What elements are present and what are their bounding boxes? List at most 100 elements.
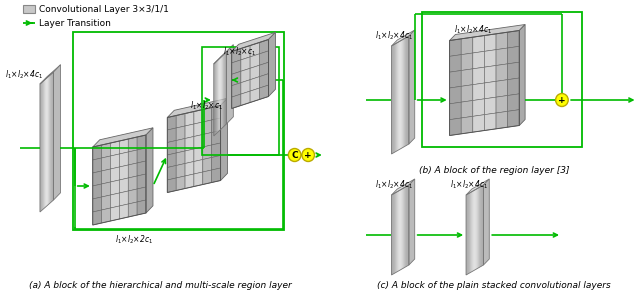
Polygon shape (167, 178, 176, 193)
Polygon shape (250, 77, 259, 91)
Polygon shape (93, 158, 102, 173)
Polygon shape (93, 184, 102, 199)
Polygon shape (232, 94, 241, 108)
Polygon shape (146, 128, 153, 213)
Polygon shape (508, 94, 519, 111)
Text: (b) A block of the region layer [3]: (b) A block of the region layer [3] (419, 166, 570, 175)
Polygon shape (212, 105, 221, 120)
Polygon shape (128, 163, 137, 178)
Polygon shape (120, 139, 128, 154)
Polygon shape (203, 108, 212, 122)
Polygon shape (137, 161, 146, 176)
Polygon shape (250, 88, 259, 103)
Text: $l_1$$\times$$l_2$$\times$$c_1$: $l_1$$\times$$l_2$$\times$$c_1$ (190, 99, 223, 112)
Circle shape (556, 93, 568, 106)
Polygon shape (250, 54, 259, 68)
Polygon shape (93, 135, 146, 225)
Polygon shape (227, 45, 234, 124)
Polygon shape (496, 64, 508, 81)
Polygon shape (203, 145, 212, 159)
Polygon shape (120, 165, 128, 180)
Polygon shape (111, 206, 120, 221)
Polygon shape (102, 195, 111, 210)
Polygon shape (449, 55, 461, 72)
Polygon shape (120, 178, 128, 193)
Polygon shape (473, 83, 484, 100)
Text: $l_1$$\times$$l_2$$\times$4$c_1$: $l_1$$\times$$l_2$$\times$4$c_1$ (375, 30, 413, 42)
Polygon shape (483, 179, 489, 265)
Polygon shape (212, 143, 221, 158)
Polygon shape (473, 51, 484, 69)
Polygon shape (250, 42, 259, 57)
Polygon shape (128, 202, 137, 217)
Polygon shape (111, 154, 120, 169)
Polygon shape (508, 78, 519, 96)
Polygon shape (194, 110, 203, 124)
Polygon shape (484, 50, 496, 67)
Polygon shape (484, 113, 496, 130)
Polygon shape (449, 30, 519, 135)
Polygon shape (484, 97, 496, 115)
Polygon shape (194, 159, 203, 174)
Polygon shape (167, 128, 176, 142)
Polygon shape (259, 62, 269, 77)
Polygon shape (185, 137, 194, 151)
Polygon shape (54, 65, 61, 200)
Polygon shape (40, 65, 61, 84)
Polygon shape (392, 30, 415, 46)
Polygon shape (259, 51, 269, 65)
Bar (22, 5, 35, 13)
Polygon shape (185, 174, 194, 188)
Polygon shape (461, 53, 473, 71)
Polygon shape (449, 118, 461, 135)
Text: +: + (558, 96, 566, 105)
Polygon shape (461, 100, 473, 118)
Polygon shape (496, 111, 508, 129)
Polygon shape (269, 32, 275, 96)
Polygon shape (111, 193, 120, 208)
Polygon shape (93, 128, 153, 147)
Polygon shape (232, 60, 241, 74)
Polygon shape (167, 141, 176, 155)
Text: $l_1$$\times$$l_2$$\times$4$c_1$: $l_1$$\times$$l_2$$\times$4$c_1$ (375, 178, 413, 191)
Polygon shape (214, 45, 234, 64)
Polygon shape (232, 49, 241, 63)
Polygon shape (203, 120, 212, 134)
Polygon shape (93, 171, 102, 186)
Polygon shape (449, 102, 461, 120)
Polygon shape (137, 148, 146, 163)
Polygon shape (449, 86, 461, 104)
Polygon shape (461, 116, 473, 134)
Polygon shape (194, 172, 203, 187)
Polygon shape (203, 158, 212, 172)
Text: Layer Transition: Layer Transition (39, 18, 111, 28)
Circle shape (289, 149, 301, 161)
Polygon shape (508, 46, 519, 64)
Polygon shape (102, 143, 111, 158)
Polygon shape (102, 208, 111, 223)
Polygon shape (508, 110, 519, 127)
Polygon shape (128, 137, 137, 152)
Text: (a) A block of the hierarchical and multi-scale region layer: (a) A block of the hierarchical and mult… (29, 281, 291, 290)
Polygon shape (409, 30, 415, 144)
Text: $l_1$$\times$$l_2$$\times$4$c_1$: $l_1$$\times$$l_2$$\times$4$c_1$ (450, 178, 488, 191)
Text: +: + (305, 151, 312, 160)
Polygon shape (241, 57, 250, 71)
Polygon shape (449, 25, 525, 40)
Polygon shape (259, 40, 269, 54)
Polygon shape (232, 32, 275, 52)
Polygon shape (167, 153, 176, 168)
Polygon shape (102, 182, 111, 197)
Polygon shape (176, 151, 185, 166)
Polygon shape (212, 118, 221, 132)
Polygon shape (111, 167, 120, 182)
Polygon shape (185, 112, 194, 126)
Polygon shape (241, 80, 250, 94)
Polygon shape (167, 105, 221, 193)
Polygon shape (473, 99, 484, 116)
Polygon shape (203, 170, 212, 185)
Polygon shape (484, 66, 496, 83)
Polygon shape (128, 176, 137, 191)
Polygon shape (93, 145, 102, 160)
Polygon shape (473, 115, 484, 132)
